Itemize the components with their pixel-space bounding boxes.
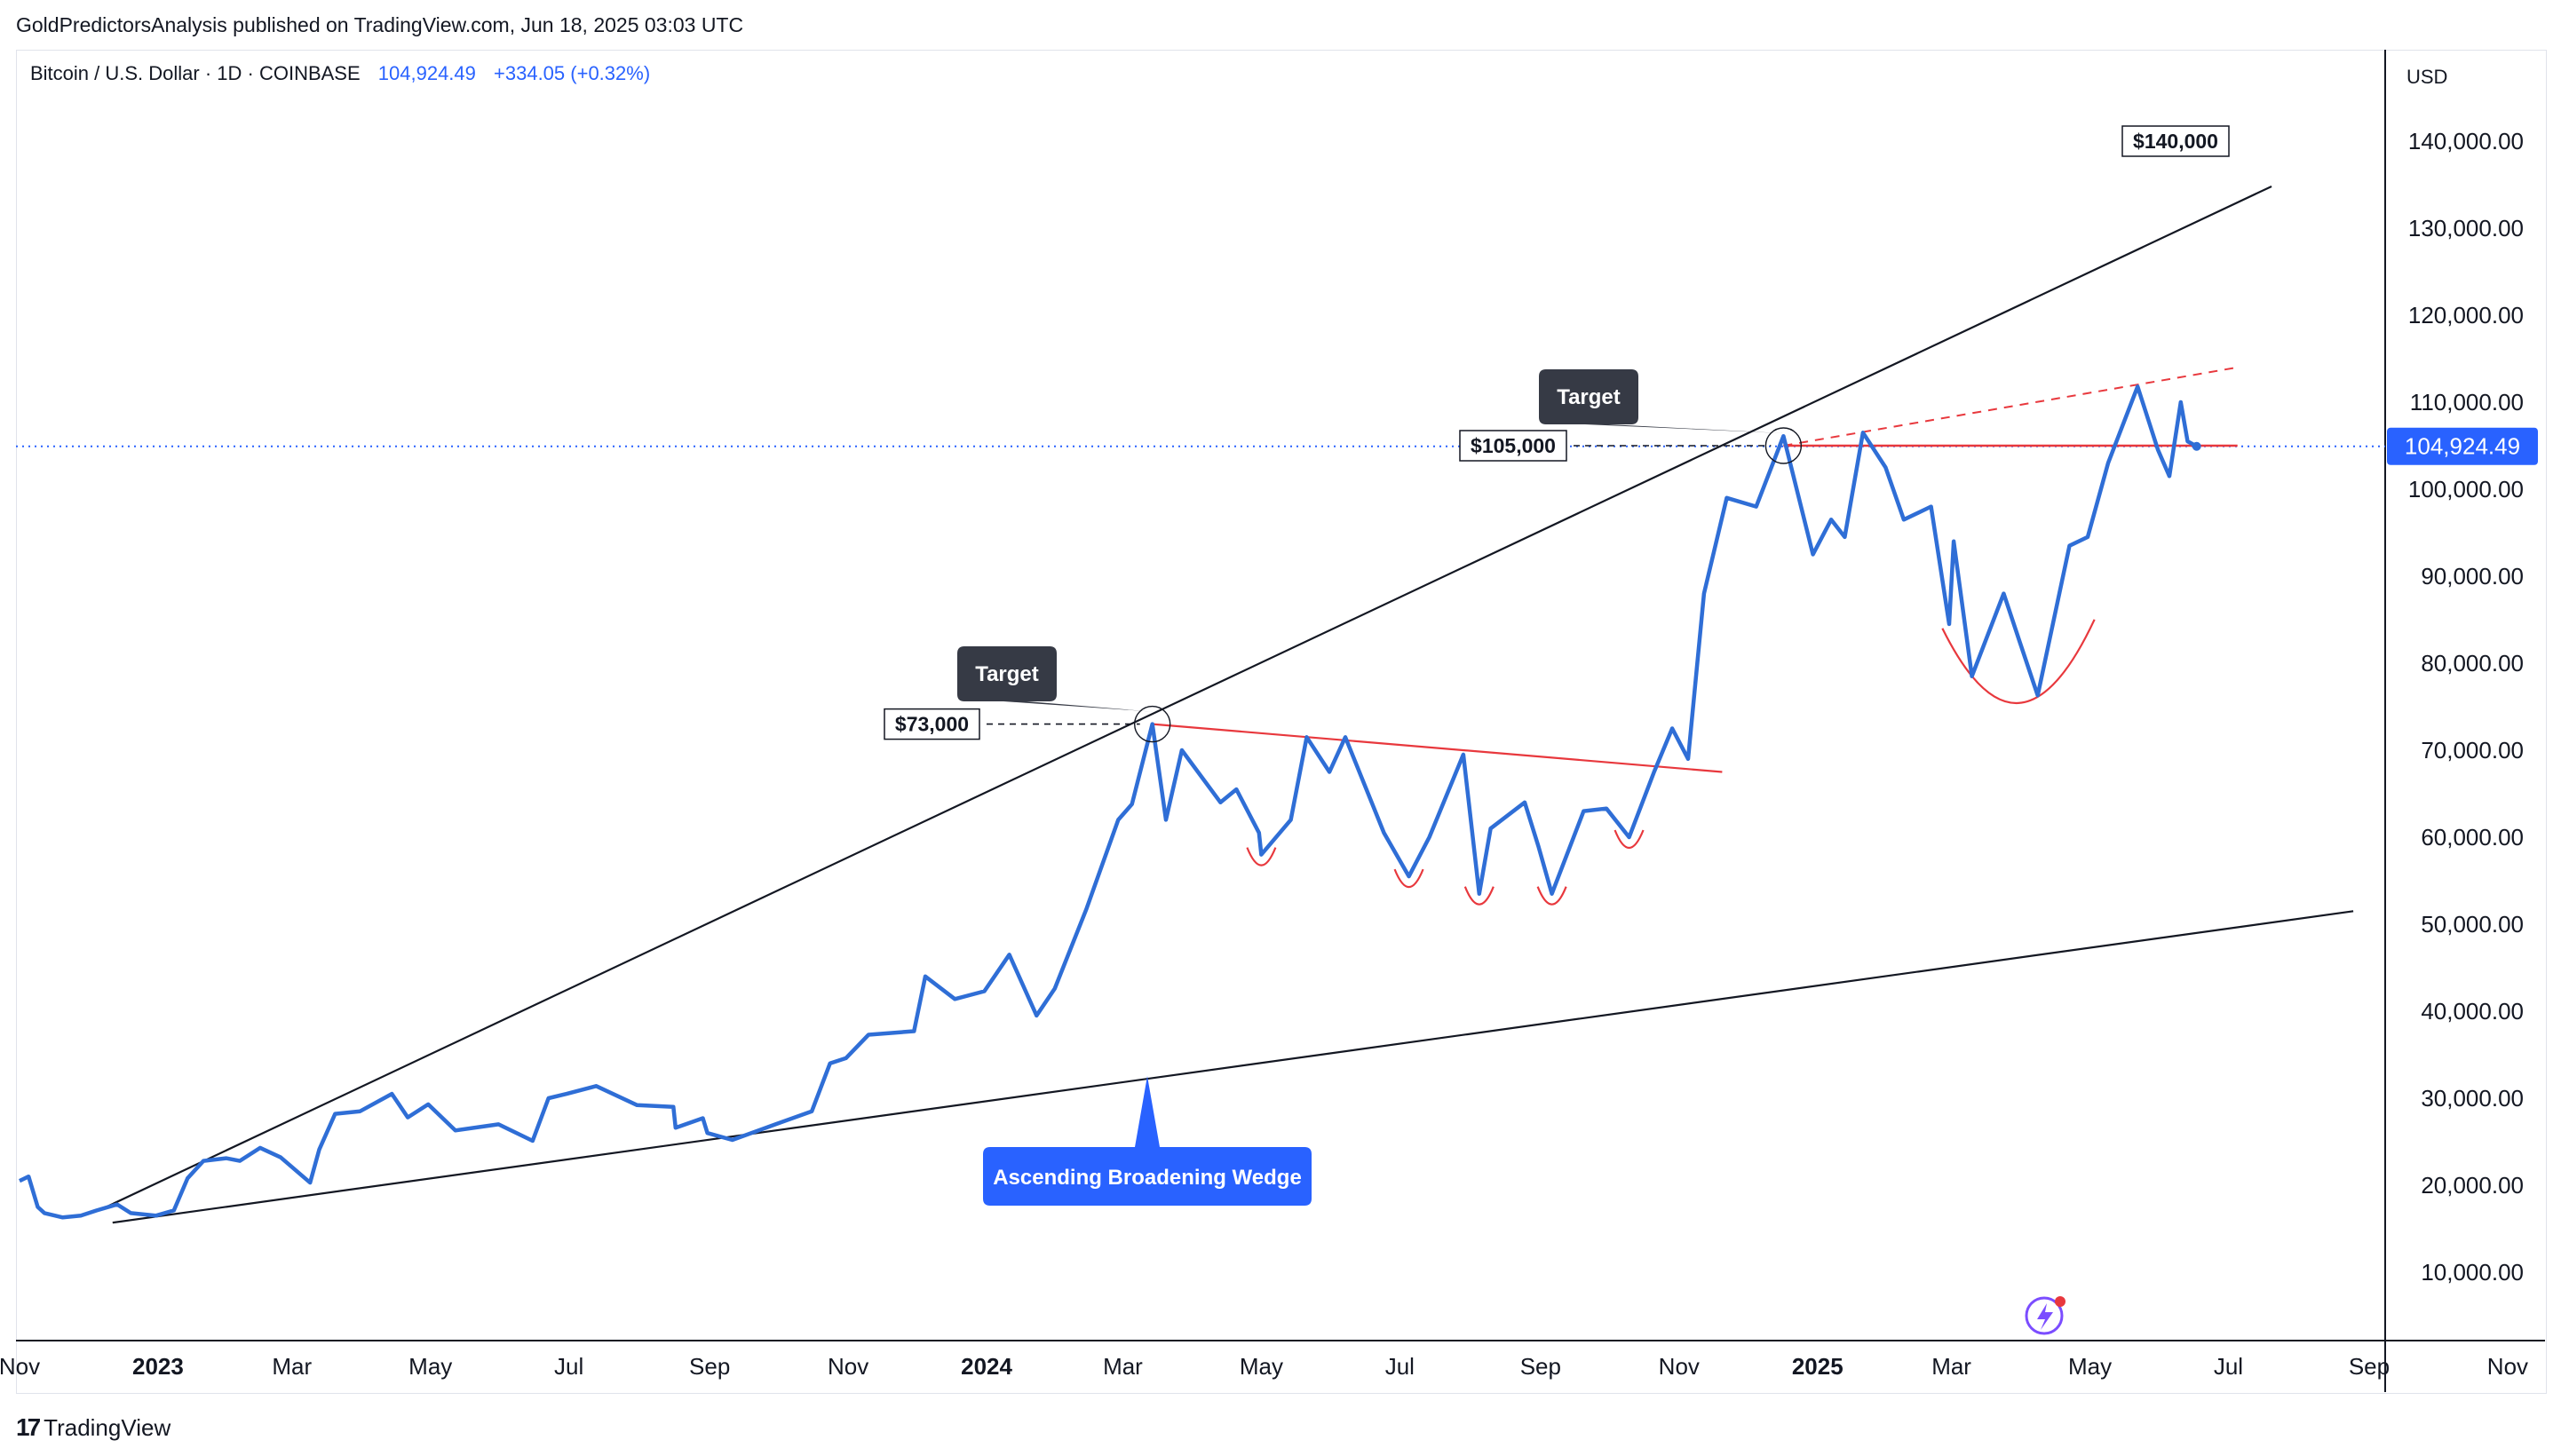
- currency-label[interactable]: USD: [2406, 66, 2448, 88]
- x-tick-label: Nov: [1659, 1353, 1700, 1380]
- y-tick-label: 90,000.00: [2421, 563, 2524, 590]
- trendline-rising-resistance-dashed: [1783, 366, 2238, 447]
- price-target-73k: $73,000: [895, 713, 969, 736]
- assistant-icon[interactable]: [2025, 1296, 2065, 1335]
- x-tick-label: Nov: [2487, 1353, 2528, 1380]
- target-callout-2-bubble: [1539, 369, 1784, 433]
- current-price-badge-text: 104,924.49: [2405, 433, 2520, 460]
- cup-markers: [1246, 619, 2096, 906]
- x-tick-label: 2023: [132, 1353, 184, 1380]
- x-tick-label: Sep: [689, 1353, 730, 1380]
- target-callout-2: Target: [1557, 385, 1621, 409]
- current-price-badge-bg: [2387, 427, 2538, 465]
- x-tick-label: Jul: [554, 1353, 583, 1380]
- price-target-140k-box: [2121, 125, 2230, 157]
- trendline-wedge-lower: [112, 910, 2354, 1224]
- target-callout-1-bubble: [957, 646, 1153, 712]
- y-tick-label: 70,000.00: [2421, 737, 2524, 764]
- rounded-bottom-marker: [1393, 868, 1424, 888]
- x-axis: Nov 2023 Mar May Jul Sep Nov 2024 Mar May Jul Sep No…: [0, 1353, 2528, 1380]
- y-tick-label: 140,000.00: [2408, 128, 2524, 154]
- drawing-overlays: [107, 185, 2354, 1224]
- y-tick-label: 100,000.00: [2408, 476, 2524, 502]
- target-circle-2: [1764, 427, 1803, 464]
- rounded-bottom-marker: [1463, 886, 1495, 906]
- price-target-73k-box: [884, 708, 980, 740]
- current-price-badge: 104,924.49: [2387, 427, 2538, 465]
- x-tick-label: 2025: [1792, 1353, 1843, 1380]
- rounded-bottom-marker: [1246, 847, 1277, 866]
- tradingview-mark-icon: 17: [16, 1413, 41, 1441]
- annotations: $73,000 $105,000 $140,000 Target Target Ascen…: [884, 125, 2230, 1206]
- price-target-105k: $105,000: [1471, 434, 1556, 457]
- x-tick-label: 2024: [961, 1353, 1012, 1380]
- x-tick-label: Mar: [1931, 1353, 1971, 1380]
- y-tick-label: 40,000.00: [2421, 998, 2524, 1025]
- y-tick-label: 110,000.00: [2410, 389, 2524, 415]
- rounded-bottom-marker: [1536, 886, 1567, 906]
- last-point-marker: [2192, 441, 2201, 451]
- x-tick-label: Jul: [1385, 1353, 1415, 1380]
- price-target-140k: $140,000: [2133, 130, 2218, 153]
- x-tick-label: May: [1240, 1353, 1283, 1380]
- x-tick-label: Sep: [2349, 1353, 2390, 1380]
- target-callout-1: Target: [975, 662, 1039, 686]
- x-tick-label: May: [2068, 1353, 2112, 1380]
- y-tick-label: 10,000.00: [2421, 1259, 2524, 1286]
- y-tick-label: 50,000.00: [2421, 911, 2524, 938]
- x-tick-label: Sep: [1520, 1353, 1561, 1380]
- y-tick-label: 60,000.00: [2421, 824, 2524, 851]
- trendline-wedge-upper: [107, 185, 2272, 1207]
- price-target-105k-box: [1459, 430, 1567, 462]
- y-tick-label: 30,000.00: [2421, 1085, 2524, 1112]
- y-tick-label: 120,000.00: [2408, 302, 2524, 328]
- y-axis: 10,000.00 20,000.00 30,000.00 40,000.00 50,0…: [2408, 128, 2524, 1286]
- target-circle-1: [1133, 705, 1171, 743]
- tradingview-wordmark: TradingView: [44, 1413, 171, 1441]
- x-tick-label: May: [408, 1353, 452, 1380]
- y-tick-label: 130,000.00: [2408, 215, 2524, 241]
- x-tick-label: Nov: [828, 1353, 868, 1380]
- tradingview-logo[interactable]: 17 TradingView: [16, 1410, 170, 1445]
- pattern-label-bubble: [983, 1076, 1312, 1206]
- y-tick-label: 20,000.00: [2421, 1172, 2524, 1199]
- series-line-btc-usd: [19, 384, 2198, 1220]
- last-price: 104,924.49: [377, 62, 476, 84]
- cup-bottom-marker: [1941, 619, 2096, 704]
- x-tick-label: Mar: [1103, 1353, 1143, 1380]
- y-tick-label: 80,000.00: [2421, 650, 2524, 677]
- trendline-resistance-1: [1152, 723, 1723, 773]
- rounded-bottom-marker: [1614, 829, 1645, 849]
- symbol-info: Bitcoin / U.S. Dollar · 1D · COINBASE 10…: [30, 62, 650, 85]
- x-tick-label: Mar: [272, 1353, 312, 1380]
- price-change: +334.05 (+0.32%): [494, 62, 651, 84]
- publisher-caption: GoldPredictorsAnalysis published on Trad…: [16, 13, 744, 36]
- pattern-label: Ascending Broadening Wedge: [993, 1166, 1302, 1190]
- chart-frame: [16, 50, 2547, 1394]
- symbol-name: Bitcoin / U.S. Dollar · 1D · COINBASE: [30, 62, 361, 84]
- x-tick-label: Nov: [0, 1353, 40, 1380]
- x-tick-label: Jul: [2214, 1353, 2243, 1380]
